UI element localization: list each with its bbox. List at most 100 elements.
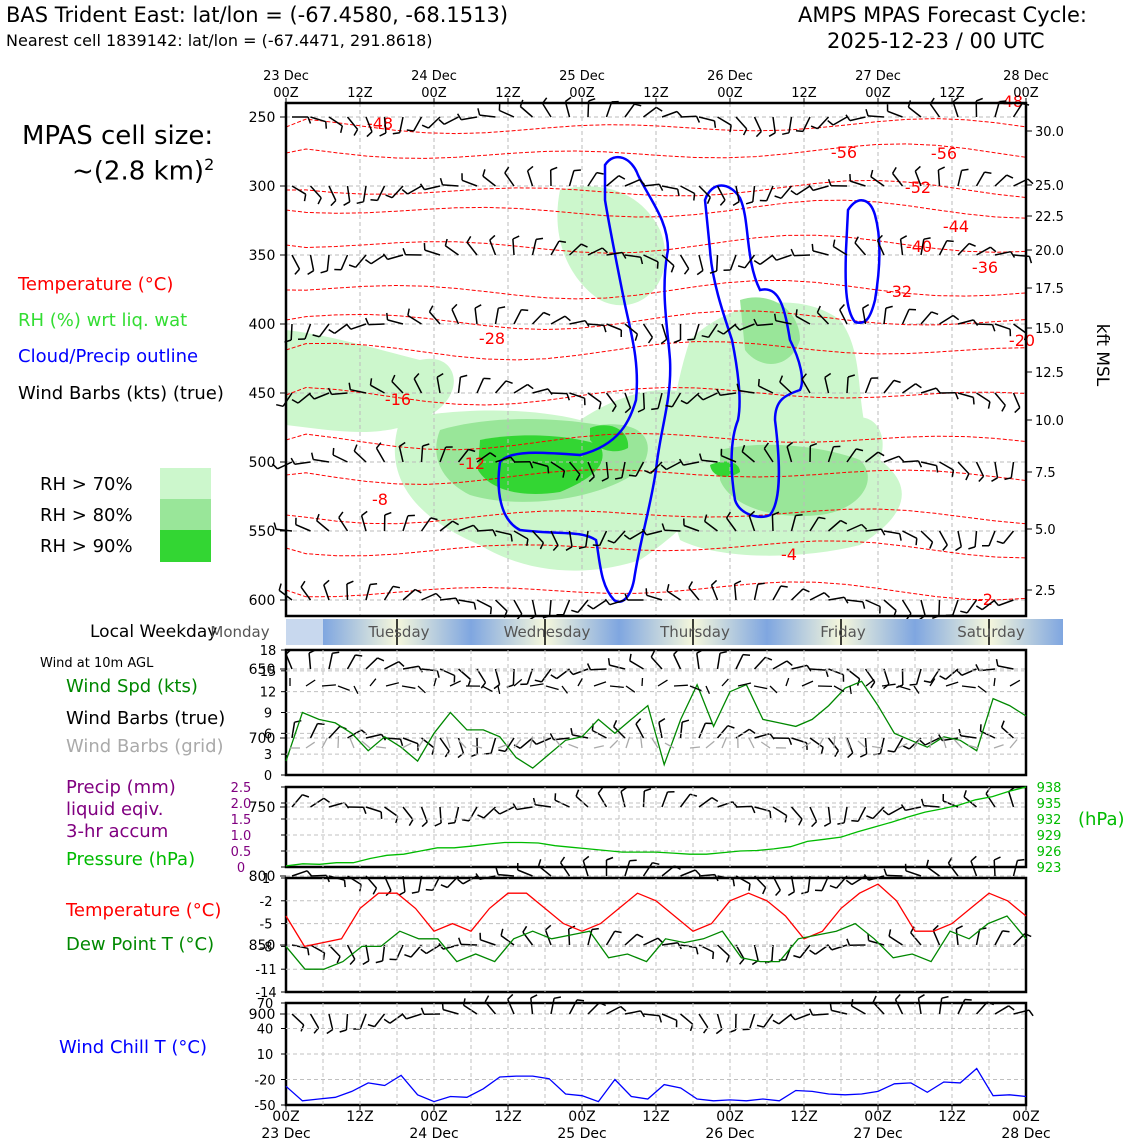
wind-barb-flag <box>673 339 681 344</box>
wind-barb-flag <box>565 546 573 551</box>
wind-barb-flag <box>1028 256 1033 264</box>
wind-barb <box>696 653 700 670</box>
wind-barb-flag <box>307 270 314 276</box>
wind-barb-grid <box>968 744 979 749</box>
wind-barb <box>300 586 312 601</box>
wind-barb <box>952 101 959 118</box>
wind-barb-flag <box>755 130 762 138</box>
wind-barb-flag <box>513 744 521 749</box>
wind-barb-true <box>369 678 377 687</box>
wind-barb-flag <box>570 727 574 736</box>
precip-ytick-label: 2.0 <box>231 797 252 812</box>
wind-barb <box>975 171 986 187</box>
wind-barb-flag <box>411 891 419 894</box>
wind-barb <box>606 251 623 256</box>
temperature-contour <box>285 469 1027 485</box>
pressure-tick-label: 800 <box>249 869 276 885</box>
wind-barb-flag <box>956 669 963 676</box>
wind-barb <box>426 944 441 955</box>
wind-barb <box>716 725 729 739</box>
wind-barb <box>346 583 349 601</box>
wind-barb-flag <box>392 585 401 589</box>
bottom-day-label: 24 Dec <box>409 1126 458 1140</box>
wind-barb-flag <box>307 116 312 124</box>
wind-barb <box>597 792 608 808</box>
wind-barb <box>587 929 593 946</box>
wind-barb-true <box>609 685 624 689</box>
wind-barb-grid <box>705 740 715 749</box>
wind-barb-flag <box>640 1010 646 1018</box>
top-time-tick-label: 12Z <box>347 86 373 101</box>
bottom-time-tick-label: 12Z <box>346 1109 373 1125</box>
wind-barb-flag <box>440 884 448 889</box>
wind-barb <box>309 254 315 271</box>
wind-barb <box>476 452 491 463</box>
temp-ytick-label: -2 <box>260 895 273 910</box>
wind-barb-flag <box>652 861 660 866</box>
wind-ytick-label: 15 <box>260 665 277 680</box>
wind-barb <box>328 1013 334 1030</box>
wind-barb <box>635 461 645 477</box>
wind-barb-flag <box>929 541 934 549</box>
wind-barb-flag <box>870 681 876 689</box>
wind-barb-flag <box>550 166 558 171</box>
wind-barb-flag <box>402 247 407 255</box>
wind-barb <box>905 806 922 812</box>
temperature-contour-label: -36 <box>972 258 998 277</box>
wind-barb-grid <box>857 740 867 749</box>
top-time-tick-label: 00Z <box>569 86 595 101</box>
wind-barb <box>1001 726 1015 739</box>
wind-barb-flag <box>603 325 607 333</box>
wind-barb <box>313 392 330 400</box>
wind-barb <box>778 1013 792 1025</box>
wind-barb <box>643 1013 660 1017</box>
wind-barb <box>846 599 863 603</box>
bottom-time-tick-label: 00Z <box>1012 1109 1039 1125</box>
wind-barb-flag <box>419 183 426 191</box>
wind-barb-flag <box>356 201 364 205</box>
wind-barb <box>887 110 903 118</box>
wind-barb <box>355 254 367 268</box>
wind-barb-flag <box>695 947 699 955</box>
wind-barb <box>924 737 940 746</box>
top-time-tick-label: 12Z <box>643 86 669 101</box>
temperature-contour-label: -8 <box>372 490 388 509</box>
wind-barb <box>683 461 700 466</box>
wind-barb <box>577 599 589 613</box>
wind-barb-grid <box>321 737 328 749</box>
wind-barb-flag <box>1027 178 1034 185</box>
bottom-day-label: 28 Dec <box>1001 1126 1050 1140</box>
wind-barb-flag <box>537 859 542 867</box>
wind-barb <box>291 944 308 950</box>
wind-barb-flag <box>302 793 310 798</box>
wind-barb-flag <box>641 528 648 536</box>
wind-barb <box>531 239 537 256</box>
wind-barb <box>938 599 941 617</box>
wind-barb <box>340 254 349 270</box>
top-time-tick-label: 00Z <box>1013 86 1039 101</box>
temp-ytick-label: -5 <box>260 918 273 933</box>
wind-barb <box>526 668 534 685</box>
cell-size-exponent: 2 <box>204 155 215 174</box>
wind-barb-flag <box>482 169 486 177</box>
wind-barb-grid <box>593 745 604 749</box>
wind-barb-flag <box>946 239 954 243</box>
wind-barb-true <box>881 683 896 687</box>
wind-barb <box>531 599 537 616</box>
wind-barb-flag <box>918 994 925 999</box>
wind-barb-flag <box>444 238 448 246</box>
wind-barb-flag <box>961 168 969 172</box>
wind-barb-true <box>977 685 987 693</box>
wind-barb <box>960 735 977 739</box>
wind-barb <box>350 388 367 394</box>
wind-barb-flag <box>606 856 614 861</box>
wind-barb <box>957 242 970 256</box>
wind-barb-flag <box>637 408 645 413</box>
wind-barb <box>828 596 845 601</box>
wind-barb <box>839 309 848 325</box>
wind-speed-line <box>285 680 1027 769</box>
wind-barb <box>554 799 570 808</box>
wind-barb-flag <box>999 100 1007 103</box>
wind-barb-flag <box>806 664 812 672</box>
wind-barb-flag <box>578 546 586 550</box>
